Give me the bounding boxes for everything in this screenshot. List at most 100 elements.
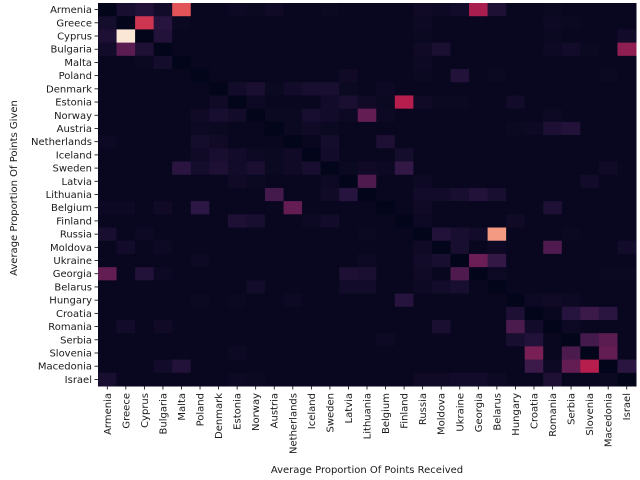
heatmap-cell xyxy=(135,306,155,321)
heatmap-cell xyxy=(394,148,414,162)
heatmap-cell xyxy=(135,253,155,268)
heatmap-cell xyxy=(561,69,581,83)
heatmap-cell xyxy=(561,346,581,361)
heatmap-cell xyxy=(153,135,173,149)
heatmap-cell xyxy=(506,55,526,70)
heatmap-cell xyxy=(302,29,322,44)
heatmap-cell xyxy=(302,135,322,149)
y-tick-label: Belarus xyxy=(54,282,92,293)
heatmap-cell xyxy=(153,3,173,17)
heatmap-cell xyxy=(357,372,377,387)
heatmap-cell xyxy=(283,346,303,361)
heatmap-cell xyxy=(394,121,414,136)
heatmap-cell xyxy=(413,306,433,321)
heatmap-cell xyxy=(172,333,192,347)
heatmap-cell xyxy=(190,267,210,281)
heatmap-cell xyxy=(487,267,507,281)
heatmap-cell xyxy=(431,306,451,321)
heatmap-cell xyxy=(617,108,637,123)
x-tick-label: Moldova xyxy=(437,393,448,435)
heatmap-cell xyxy=(172,82,192,96)
heatmap-cell xyxy=(617,267,637,281)
heatmap-cell xyxy=(116,293,136,308)
heatmap-cell xyxy=(339,293,359,308)
heatmap-cell xyxy=(264,135,285,149)
heatmap-cell xyxy=(469,240,489,255)
heatmap-cell xyxy=(469,372,489,387)
x-tick-label: Austria xyxy=(270,393,281,428)
heatmap-cell xyxy=(357,187,377,202)
heatmap-cell xyxy=(561,121,581,136)
heatmap-cell xyxy=(450,161,470,176)
heatmap-cell xyxy=(153,82,173,96)
y-tick-label: Denmark xyxy=(46,84,92,95)
heatmap-cell xyxy=(376,306,396,321)
heatmap-cell xyxy=(394,214,414,229)
heatmap-cell xyxy=(450,346,470,361)
heatmap-cell xyxy=(431,69,451,83)
heatmap-cell xyxy=(153,42,173,57)
heatmap-cell xyxy=(524,174,544,189)
heatmap-cell xyxy=(153,293,173,308)
heatmap-cell xyxy=(357,267,377,281)
heatmap-cell xyxy=(413,227,433,242)
heatmap-cell xyxy=(617,293,637,308)
heatmap-cell xyxy=(487,16,507,30)
x-tick-label: Sweden xyxy=(325,393,336,433)
heatmap-cell xyxy=(469,267,489,281)
heatmap-cell xyxy=(431,187,451,202)
heatmap-cell xyxy=(339,227,359,242)
y-tick-label: Bulgaria xyxy=(51,45,92,56)
heatmap-cell xyxy=(302,201,322,215)
heatmap-cell xyxy=(302,319,322,334)
heatmap-cell xyxy=(227,319,247,334)
heatmap-cell xyxy=(172,187,192,202)
heatmap-cell xyxy=(450,174,470,189)
heatmap-cell xyxy=(524,293,544,308)
heatmap-cell xyxy=(357,95,377,110)
heatmap-cell xyxy=(394,42,414,57)
heatmap-cell xyxy=(172,280,192,295)
heatmap-cell xyxy=(116,121,136,136)
heatmap-cell xyxy=(339,161,359,176)
heatmap-cell xyxy=(506,240,526,255)
heatmap-cell xyxy=(98,359,118,374)
heatmap-cell xyxy=(561,201,581,215)
heatmap-cell xyxy=(190,174,210,189)
heatmap-cell xyxy=(98,108,118,123)
heatmap-cell xyxy=(135,240,155,255)
heatmap-cell xyxy=(617,253,637,268)
y-tick-label: Greece xyxy=(56,18,92,29)
heatmap-cell xyxy=(543,227,563,242)
heatmap-cell xyxy=(376,3,396,17)
heatmap-cell xyxy=(339,108,359,123)
x-tick-label: Serbia xyxy=(567,393,578,425)
heatmap-cell xyxy=(302,95,322,110)
heatmap-cell xyxy=(431,42,451,57)
heatmap-cell xyxy=(264,42,285,57)
heatmap-cell xyxy=(617,135,637,149)
heatmap-cell xyxy=(561,161,581,176)
heatmap-cell xyxy=(320,333,340,347)
heatmap-cell xyxy=(450,214,470,229)
heatmap-cell xyxy=(506,108,526,123)
heatmap-cell xyxy=(450,108,470,123)
heatmap-cell xyxy=(172,3,192,17)
heatmap-cell xyxy=(302,214,322,229)
heatmap-cell xyxy=(135,346,155,361)
heatmap-cell xyxy=(598,161,618,176)
heatmap-cell xyxy=(524,95,544,110)
heatmap-cell xyxy=(135,108,155,123)
heatmap-cell xyxy=(357,16,377,30)
heatmap-cell xyxy=(153,346,173,361)
heatmap-cell xyxy=(209,293,229,308)
heatmap-cell xyxy=(487,148,507,162)
heatmap-cell xyxy=(561,293,581,308)
heatmap-cell xyxy=(376,240,396,255)
heatmap-cell xyxy=(469,280,489,295)
heatmap-cell xyxy=(376,108,396,123)
heatmap-cell xyxy=(469,3,489,17)
heatmap-cell xyxy=(394,319,414,334)
heatmap-cell xyxy=(580,161,600,176)
heatmap-cell xyxy=(227,253,247,268)
